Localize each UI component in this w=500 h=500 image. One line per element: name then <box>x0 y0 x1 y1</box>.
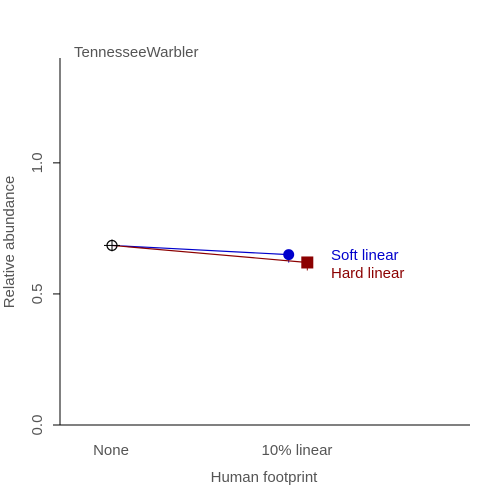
y-ticks: 0.0 0.5 1.0 <box>29 152 60 435</box>
x-tick-label: 10% linear <box>262 442 333 459</box>
x-axis-label: Human footprint <box>211 469 319 486</box>
data-point-soft-linear <box>283 249 295 261</box>
y-tick-label: 0.5 <box>29 283 46 304</box>
y-axis-label: Relative abundance <box>1 176 18 309</box>
y-tick-label: 1.0 <box>29 152 46 173</box>
series-line <box>111 244 308 264</box>
axes <box>59 58 470 426</box>
y-tick-label: 0.0 <box>29 415 46 436</box>
data-point-hard-linear <box>301 256 314 269</box>
series-line <box>111 244 289 256</box>
series-label: Soft linear <box>331 247 399 264</box>
x-tick-label: None <box>93 442 129 459</box>
x-ticks: None 10% linear <box>93 442 332 459</box>
series-label: Hard linear <box>331 265 404 282</box>
chart-title: TennesseeWarbler <box>74 44 199 61</box>
